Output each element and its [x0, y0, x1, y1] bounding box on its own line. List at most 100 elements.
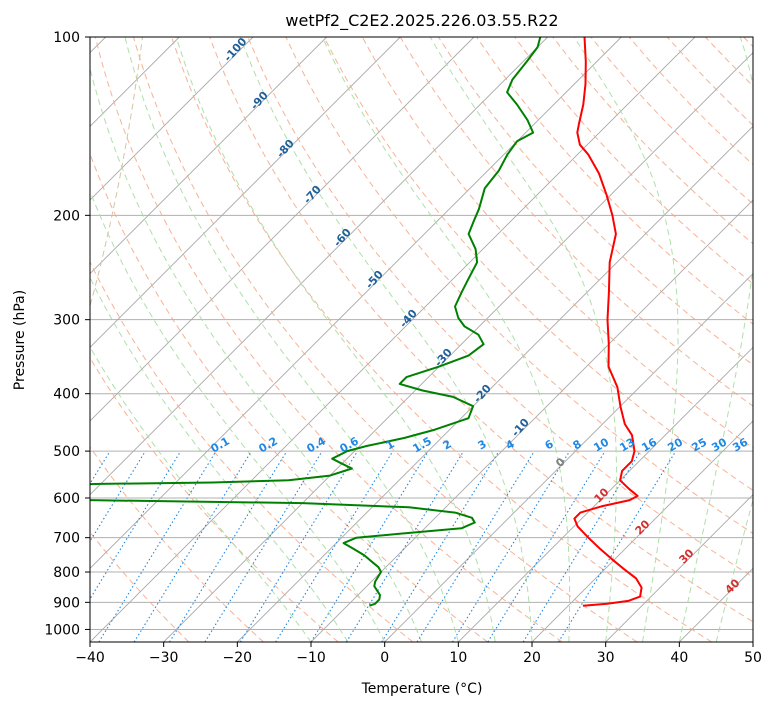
mixing-ratio-line — [169, 450, 288, 642]
dry-adiabat-line — [90, 260, 414, 642]
moist-adiabat-label: 30 — [677, 546, 697, 566]
x-tick-label: −20 — [223, 650, 253, 666]
moist-adiabat-line — [678, 37, 753, 642]
mixing-ratio-label: 3 — [476, 437, 489, 452]
moist-adiabat-label: 20 — [633, 517, 653, 537]
isotherm-line — [679, 567, 753, 642]
dry-adiabat-line — [552, 37, 753, 245]
background-lines — [90, 37, 753, 642]
mixing-ratio-line — [558, 450, 677, 642]
x-tick-label: −40 — [75, 650, 105, 666]
y-tick-label: 900 — [53, 595, 80, 611]
x-tick-label: 10 — [449, 650, 467, 666]
mixing-ratio-line — [487, 450, 606, 642]
dry-adiabat-line — [209, 37, 753, 623]
dry-adiabat-line — [704, 37, 753, 87]
mixing-ratio-label: 6 — [543, 437, 556, 452]
moist-adiabat-line — [715, 497, 753, 642]
dry-adiabat-line — [90, 531, 190, 642]
moist-adiabat-line — [90, 276, 349, 642]
axis-ticks: −40 −30 −20 −10 0 10 20 30 40 50 1000 900 800 700 600 5… — [44, 30, 762, 666]
dry-adiabat-label: -100 — [221, 35, 249, 64]
moist-adiabat-label: 40 — [723, 576, 743, 596]
dry-adiabat-line — [247, 37, 753, 578]
dry-adiabat-line — [514, 37, 753, 285]
dry-adiabat-label: -30 — [432, 346, 455, 370]
line-labels: 0.1 0.2 0.4 0.6 1 1.5 2 3 4 6 8 10 13 16 20 25 30 36-100-… — [209, 35, 751, 597]
mixing-ratio-line — [522, 450, 641, 642]
dry-adiabat-label: -20 — [471, 382, 494, 406]
isotherm-line — [90, 37, 475, 422]
mixing-ratio-line — [310, 450, 429, 642]
moist-adiabat-line — [124, 37, 459, 642]
mixing-ratio-label: 0.6 — [338, 434, 362, 455]
dry-adiabat-line — [743, 37, 753, 48]
chart-title: wetPf2_C2E2.2025.226.03.55.R22 — [285, 11, 558, 31]
mixing-ratio-label: 1.5 — [411, 434, 434, 455]
mixing-ratio-line — [204, 450, 323, 642]
moist-adiabat-line — [90, 189, 386, 642]
plot-frame — [89, 36, 754, 643]
moist-adiabat-line — [321, 37, 571, 642]
x-tick-label: −10 — [296, 650, 326, 666]
moist-adiabat-line — [239, 37, 533, 642]
mixing-ratio-label: 0.4 — [305, 434, 329, 455]
isotherm-line — [90, 37, 622, 569]
isotherm-line — [90, 37, 327, 275]
moist-adiabat-line — [90, 346, 312, 642]
temperature-line — [573, 37, 643, 607]
isotherm-line — [752, 641, 753, 642]
y-tick-label: 200 — [53, 208, 80, 224]
isotherm-line — [310, 199, 753, 642]
isotherm-line — [237, 125, 753, 642]
isotherm-line — [90, 37, 548, 496]
isotherm-line — [90, 37, 401, 348]
dry-adiabat-line — [285, 37, 753, 535]
x-tick-label: 20 — [523, 650, 541, 666]
isotherm-line — [163, 52, 753, 642]
mixing-ratio-line — [98, 450, 217, 642]
moist-adiabat-line — [429, 37, 617, 642]
isotherm-line — [384, 273, 753, 642]
dry-adiabat-line — [323, 37, 753, 491]
y-tick-label: 500 — [53, 444, 80, 460]
dry-adiabat-label: -60 — [331, 226, 354, 250]
y-tick-label: 100 — [53, 30, 80, 46]
mixing-ratio-line — [275, 450, 394, 642]
x-tick-label: 0 — [380, 650, 389, 666]
moist-adiabat-line — [573, 37, 679, 642]
y-axis-label: Pressure (hPa) — [12, 290, 28, 390]
mixing-ratio-line — [381, 450, 500, 642]
dry-adiabat-label: -70 — [301, 183, 324, 207]
isotherm-line — [458, 346, 753, 642]
mixing-ratio-line — [90, 450, 182, 600]
dry-adiabat-label: -50 — [363, 268, 386, 292]
dry-adiabat-line — [476, 37, 753, 325]
dewpoint-line — [90, 37, 542, 607]
mixing-ratio-label: 0.1 — [209, 434, 232, 455]
dry-adiabat-line — [90, 152, 488, 642]
mixing-ratio-line — [239, 450, 358, 642]
moist-adiabat-line — [90, 66, 422, 642]
mixing-ratio-line — [133, 450, 252, 642]
isotherm-line — [531, 420, 753, 642]
x-tick-label: 30 — [597, 650, 615, 666]
moist-adiabat-label: 10 — [592, 485, 612, 505]
mixing-ratio-line — [345, 450, 465, 642]
y-tick-label: 400 — [53, 387, 80, 403]
isotherm-line — [90, 37, 696, 642]
isotherm-line — [90, 37, 254, 201]
x-tick-label: 50 — [744, 650, 762, 666]
y-tick-label: 300 — [53, 313, 80, 329]
dry-adiabat-label: -40 — [397, 307, 420, 331]
y-tick-label: 700 — [53, 531, 80, 547]
isotherm-line — [605, 494, 753, 642]
dry-adiabat-line — [90, 446, 264, 642]
profile-lines — [90, 37, 643, 607]
mixing-ratio-line — [90, 450, 146, 543]
dry-adiabat-line — [90, 356, 339, 642]
dry-adiabat-line — [171, 37, 712, 642]
moist-adiabat-line — [175, 37, 496, 642]
